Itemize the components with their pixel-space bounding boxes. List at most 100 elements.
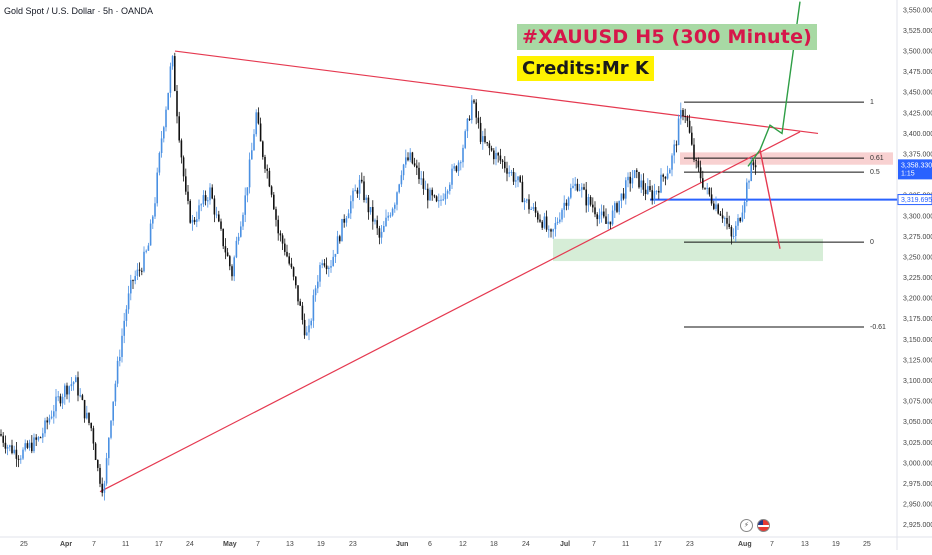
candle-body (123, 320, 125, 336)
candle-body (345, 218, 348, 223)
price-tick-label: 3,300.000 (903, 213, 932, 220)
time-axis-label: 7 (92, 541, 96, 548)
candle-body (519, 176, 521, 182)
credits-banner: Credits:Mr K (517, 56, 654, 81)
candle-body (343, 218, 345, 223)
triangle-lower-line (99, 131, 801, 493)
candle-body (334, 253, 337, 257)
candle-body (222, 228, 224, 247)
candle-body (306, 332, 308, 336)
candle-body (83, 399, 86, 419)
candle-body (622, 193, 625, 199)
symbol-header: Gold Spot / U.S. Dollar · 5h · OANDA (4, 6, 154, 16)
candle-body (332, 256, 334, 266)
candle-body (79, 395, 81, 397)
candle-body (488, 143, 491, 149)
candle-body (9, 445, 11, 448)
candle-body (512, 171, 515, 182)
candle-body (255, 112, 257, 135)
candle-body (543, 216, 546, 228)
candle-body (451, 168, 453, 185)
candle-body (356, 190, 359, 194)
candle-body (482, 136, 484, 142)
candle-body (528, 199, 530, 210)
time-axis-label: 11 (622, 541, 629, 548)
price-tick-label: 3,425.000 (903, 110, 932, 117)
candle-body (191, 219, 194, 223)
candle-body (407, 157, 409, 161)
candle-body (735, 225, 737, 237)
time-axis-label: 13 (801, 541, 809, 548)
candle-body (455, 166, 458, 172)
candle-body (358, 179, 361, 194)
candle-body (405, 157, 407, 165)
candle-body (273, 194, 275, 210)
candle-body (363, 181, 365, 201)
bearish-projection-path (759, 149, 781, 249)
candle-body (193, 219, 196, 222)
candle-body (389, 215, 392, 217)
candle-body (372, 206, 374, 222)
candle-body (0, 434, 2, 436)
candle-body (224, 246, 227, 253)
price-tick-label: 3,275.000 (903, 234, 932, 241)
candle-body (235, 240, 238, 258)
candle-body (114, 383, 117, 402)
candle-body (713, 203, 715, 209)
candle-body (416, 165, 418, 168)
candle-body (440, 199, 442, 201)
candle-body (484, 136, 486, 143)
candle-body (171, 56, 174, 67)
candle-body (457, 162, 460, 172)
candle-body (748, 181, 750, 183)
candle-body (473, 100, 475, 103)
time-axis-label: Jul (560, 541, 570, 548)
candle-body (587, 196, 590, 206)
candle-body (435, 196, 438, 202)
candle-body (189, 200, 191, 223)
candle-body (165, 109, 167, 128)
current-price-label: 3,358.330 (901, 162, 932, 169)
candle-body (259, 123, 262, 142)
candle-body (578, 189, 581, 191)
candle-body (493, 150, 495, 160)
support-zone (553, 238, 823, 262)
candle-body (583, 187, 585, 190)
us-flag-icon[interactable] (757, 519, 770, 532)
candle-body (526, 199, 528, 201)
candle-body (574, 183, 576, 186)
candle-body (248, 159, 251, 188)
candle-body (702, 178, 704, 188)
time-axis-label: Jun (396, 541, 408, 548)
price-tick-label: 3,550.000 (903, 7, 932, 14)
fib-label-0.5: 0.5 (870, 169, 880, 176)
candle-body (708, 187, 711, 195)
candle-body (2, 435, 4, 443)
candle-body (680, 110, 682, 119)
candle-body (466, 118, 469, 132)
candle-body (286, 251, 288, 257)
candle-body (37, 437, 40, 440)
candle-body (46, 420, 48, 423)
candle-body (270, 186, 273, 195)
candle-body (633, 170, 636, 178)
candle-body (290, 263, 293, 268)
time-axis-label: 17 (654, 541, 662, 548)
candle-body (477, 117, 480, 123)
price-tick-label: 3,000.000 (903, 460, 932, 467)
lightning-icon[interactable]: ⚡ (740, 519, 753, 532)
time-axis-label: 25 (20, 541, 28, 548)
price-tick-label: 3,250.000 (903, 254, 932, 261)
candle-body (453, 166, 455, 169)
candle-body (158, 153, 161, 173)
candle-body (31, 442, 33, 452)
price-tick-label: 3,200.000 (903, 296, 932, 303)
candle-body (402, 164, 405, 176)
candle-body (143, 251, 145, 272)
bullish-projection-path (747, 1, 801, 167)
time-axis-label: May (223, 541, 237, 548)
candle-body (552, 229, 554, 232)
candle-body (614, 203, 616, 211)
